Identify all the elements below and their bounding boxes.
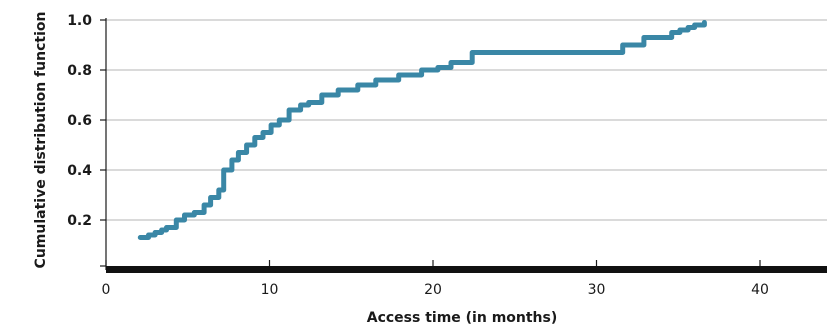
- y-axis-title: Cumulative distribution function: [33, 12, 49, 269]
- x-tick-label: 10: [261, 282, 279, 298]
- y-tick-label: 0.6: [67, 113, 92, 129]
- y-tick-label: 1.0: [67, 13, 92, 29]
- x-tick-label: 20: [424, 282, 442, 298]
- y-tick-label: 0.4: [67, 163, 92, 179]
- cdf-series-line: [137, 20, 707, 240]
- gridlines: [106, 19, 827, 221]
- x-tick-labels: 0 10 20 30 40: [102, 282, 769, 298]
- x-tick-label: 40: [751, 282, 769, 298]
- x-tick-label: 0: [102, 282, 111, 298]
- x-axis-bar: [106, 266, 827, 273]
- x-tick-label: 30: [588, 282, 606, 298]
- y-tick-label: 0.2: [67, 213, 92, 229]
- y-ticks: 0.2 0.4 0.6 0.8 1.0: [67, 13, 106, 267]
- x-ticks: [105, 260, 761, 266]
- x-axis-title: Access time (in months): [367, 310, 558, 326]
- y-tick-label: 0.8: [67, 63, 92, 79]
